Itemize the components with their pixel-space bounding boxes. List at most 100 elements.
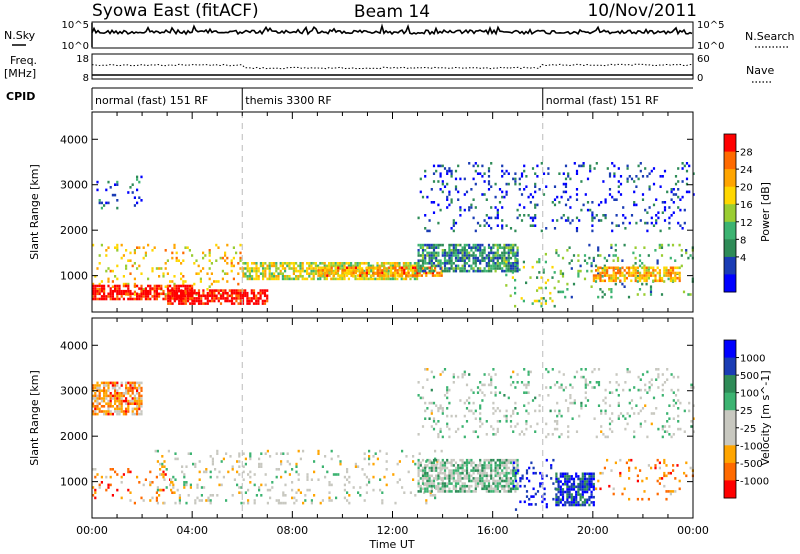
heatmap-cell [249,457,252,461]
heatmap-cell [116,206,119,210]
freq-unit: [MHz] [4,67,36,80]
heatmap-cell [507,246,510,249]
heatmap-cell [224,272,227,275]
heatmap-cell [210,272,213,275]
heatmap-cell [211,294,214,298]
heatmap-cell [472,256,475,260]
heatmap-cell [657,386,660,389]
heatmap-cell [479,267,482,270]
heatmap-cell [468,409,471,413]
heatmap-cell [561,490,565,494]
heatmap-cell [566,282,569,286]
heatmap-cell [448,477,451,480]
heatmap-cell [264,483,267,487]
heatmap-cell [169,297,172,300]
heatmap-cell [352,486,355,489]
heatmap-cell [503,414,506,418]
heatmap-cell [599,288,602,291]
heatmap-cell [623,274,626,277]
heatmap-cell [463,401,466,405]
heatmap-cell [557,480,560,483]
heatmap-cell [368,449,371,453]
heatmap-cell [149,289,152,293]
heatmap-cell [632,274,635,277]
heatmap-cell [556,381,559,384]
heatmap-cell [354,462,357,466]
heatmap-cell [120,381,123,385]
heatmap-cell [503,262,506,265]
heatmap-cell [385,460,388,463]
heatmap-cell [550,477,553,480]
heatmap-cell [479,388,482,392]
heatmap-cell [240,491,243,494]
heatmap-cell [238,460,241,463]
heatmap-cell [617,401,620,405]
heatmap-cell [553,304,556,308]
heatmap-cell [432,262,436,265]
heatmap-cell [149,483,152,487]
heatmap-cell [558,201,561,204]
heatmap-cell [127,287,130,290]
heatmap-cell [472,269,475,273]
heatmap-cell [169,295,172,298]
heatmap-cell [610,279,613,283]
heatmap-cell [394,264,397,268]
heatmap-cell [674,490,677,493]
heatmap-cell [685,474,688,478]
heatmap-cell [432,243,436,247]
heatmap-cell [623,243,626,247]
heatmap-cell [241,299,245,303]
heatmap-cell [330,499,333,502]
heatmap-cell [534,503,537,506]
heatmap-cell [503,474,506,478]
heatmap-cell [413,277,416,281]
heatmap-cell [354,465,357,468]
heatmap-cell [692,172,695,175]
heatmap-cell [116,381,119,385]
heatmap-cell [592,259,595,262]
heatmap-cell [527,381,530,384]
heatmap-cell [650,266,653,270]
heatmap-cell [411,264,414,268]
heatmap-cell [669,490,672,493]
heatmap-cell [454,251,458,255]
heatmap-cell [92,292,95,296]
heatmap-cell [454,188,458,191]
heatmap-cell [412,455,415,458]
heatmap-cell [461,487,464,491]
heatmap-cell [178,496,181,500]
heatmap-cell [153,295,156,298]
heatmap-cell [632,264,635,268]
heatmap-cell [430,388,433,392]
heatmap-cell [211,291,214,295]
x-tick-label: 20:00 [577,524,609,537]
heatmap-cell [503,256,506,260]
heatmap-cell [551,276,554,279]
heatmap-cell [96,402,99,405]
heatmap-cell [577,485,580,489]
heatmap-cell [275,277,278,281]
heatmap-cell [448,193,451,196]
heatmap-cell [468,208,471,212]
heatmap-cell [425,271,428,275]
heatmap-cell [202,251,205,255]
heatmap-cell [185,481,188,484]
heatmap-cell [579,488,582,491]
heatmap-cell [494,262,497,265]
heatmap-cell [621,266,624,270]
heatmap-cell [658,271,661,275]
heatmap-cell [483,256,486,260]
heatmap-cell [496,427,499,431]
heatmap-cell [127,402,130,405]
heatmap-cell [184,291,187,295]
heatmap-cell [621,274,624,277]
heatmap-cell [450,490,453,493]
heatmap-cell [592,472,595,476]
heatmap-cell [457,264,460,268]
heatmap-cell [479,461,482,465]
heatmap-cell [263,299,267,303]
heatmap-cell [286,277,289,281]
heatmap-cell [92,282,95,286]
heatmap-cell [437,180,440,183]
